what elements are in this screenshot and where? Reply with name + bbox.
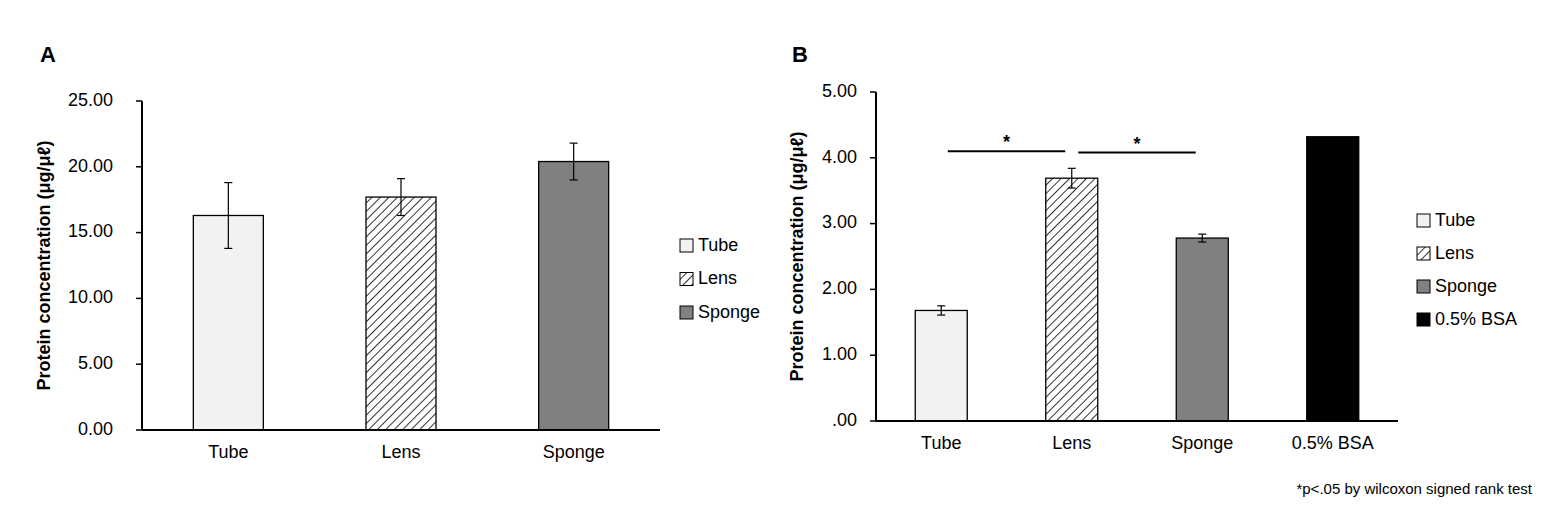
plot-area xyxy=(193,143,608,430)
x-tick-label: Lens xyxy=(381,442,420,462)
y-axis-line xyxy=(141,101,143,430)
legend: Tube Lens Sponge 0.5% BSA xyxy=(1417,210,1517,329)
y-tick-label: 10.00 xyxy=(68,287,113,307)
error-cap xyxy=(570,143,578,144)
legend-label: Tube xyxy=(1435,210,1475,230)
error-bar xyxy=(397,179,405,216)
y-tick-label: 5.00 xyxy=(822,81,857,101)
error-cap xyxy=(1198,241,1206,242)
y-tick xyxy=(870,354,876,356)
legend-label: Sponge xyxy=(1435,276,1497,296)
y-tick-label: .00 xyxy=(832,410,857,430)
error-cap xyxy=(1198,234,1206,235)
y-tick-label: 5.00 xyxy=(78,353,113,373)
y-tick-label: 1.00 xyxy=(822,344,857,364)
y-tick xyxy=(136,100,142,102)
footnote: *p<.05 by wilcoxon signed rank test xyxy=(1296,480,1532,497)
y-tick xyxy=(136,298,142,300)
legend-label: Lens xyxy=(1435,243,1474,263)
x-tick-label: Lens xyxy=(1052,433,1091,453)
y-tick xyxy=(870,420,876,422)
error-cap xyxy=(570,179,578,180)
error-cap xyxy=(937,314,945,315)
y-tick-label: 3.00 xyxy=(822,212,857,232)
legend-label: 0.5% BSA xyxy=(1435,309,1517,329)
bar xyxy=(1307,137,1359,421)
legend-swatch xyxy=(680,273,693,286)
x-tick-label: Sponge xyxy=(543,442,605,462)
error-cap xyxy=(224,248,232,249)
error-bar xyxy=(1198,234,1206,242)
error-bar xyxy=(937,306,945,315)
bar xyxy=(1046,178,1098,421)
y-tick xyxy=(136,166,142,168)
error-cap xyxy=(937,305,945,306)
chart-canvas: A Protein concentration (μg/μℓ) 0.00 5.00 10… xyxy=(0,0,1546,507)
x-axis-line xyxy=(876,420,1398,422)
legend-label: Sponge xyxy=(698,302,760,322)
error-bar xyxy=(570,143,578,180)
y-tick-label: 15.00 xyxy=(68,221,113,241)
legend-swatch xyxy=(1417,313,1430,326)
legend-swatch xyxy=(680,239,693,252)
y-axis-line xyxy=(875,92,877,421)
error-cap xyxy=(1068,168,1076,169)
error-stem xyxy=(1071,168,1072,188)
bar xyxy=(366,197,436,430)
error-bar xyxy=(224,183,232,249)
error-stem xyxy=(941,306,942,315)
error-stem xyxy=(228,183,229,249)
y-tick xyxy=(870,91,876,93)
y-tick xyxy=(136,429,142,431)
y-tick xyxy=(870,289,876,291)
y-tick xyxy=(136,232,142,234)
y-tick-label: 20.00 xyxy=(68,156,113,176)
error-cap xyxy=(224,182,232,183)
panel-label: A xyxy=(40,42,56,67)
panel-label: B xyxy=(792,42,808,67)
y-tick xyxy=(136,363,142,365)
error-cap xyxy=(1068,187,1076,188)
y-tick-label: 0.00 xyxy=(78,419,113,439)
y-tick xyxy=(870,157,876,159)
y-tick-label: 2.00 xyxy=(822,278,857,298)
legend-swatch xyxy=(1417,247,1430,260)
y-tick-label: 25.00 xyxy=(68,90,113,110)
legend-swatch xyxy=(680,306,693,319)
error-stem xyxy=(573,143,574,180)
error-cap xyxy=(397,178,405,179)
significance-star: * xyxy=(1133,134,1140,154)
bar xyxy=(539,162,609,430)
legend-label: Tube xyxy=(698,235,738,255)
x-tick-label: Sponge xyxy=(1171,433,1233,453)
x-tick-label: Tube xyxy=(208,442,248,462)
legend: Tube Lens Sponge xyxy=(680,235,760,322)
chart: A Protein concentration (μg/μℓ) 0.00 5.00 10… xyxy=(34,42,760,462)
y-axis-label: Protein concentration (μg/μℓ) xyxy=(34,141,54,391)
y-tick xyxy=(870,223,876,225)
bar xyxy=(1176,238,1228,421)
error-stem xyxy=(1202,234,1203,242)
x-axis-line xyxy=(142,429,660,431)
plot-area xyxy=(915,137,1359,421)
y-tick-label: 4.00 xyxy=(822,147,857,167)
x-tick-label: Tube xyxy=(921,433,961,453)
legend-label: Lens xyxy=(698,268,737,288)
error-bar xyxy=(1068,168,1076,188)
error-cap xyxy=(397,215,405,216)
legend-swatch xyxy=(1417,214,1430,227)
significance-star: * xyxy=(1003,132,1010,152)
y-axis-label: Protein concentration (μg/μℓ) xyxy=(787,132,807,382)
legend-swatch xyxy=(1417,280,1430,293)
chart: B Protein concentration (μg/μℓ) * * .00 1.00 2… xyxy=(787,42,1533,497)
bar xyxy=(915,310,967,421)
error-stem xyxy=(400,179,401,216)
page: {"chart_data": [ {"type": "bar", "title"… xyxy=(0,0,1546,507)
x-tick-label: 0.5% BSA xyxy=(1292,433,1374,453)
